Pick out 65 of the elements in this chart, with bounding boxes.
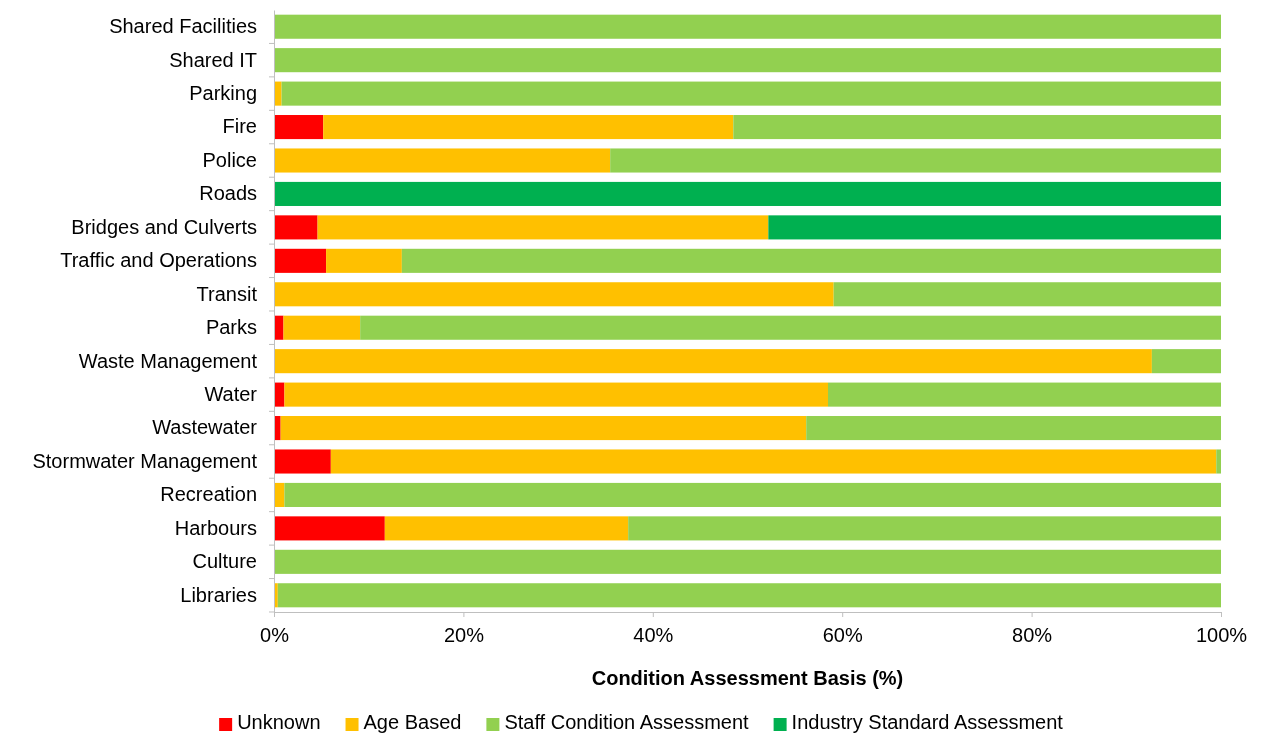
- x-tick-label: 20%: [443, 624, 485, 646]
- bar: [1216, 449, 1221, 474]
- bar: [284, 482, 1221, 507]
- y-tick-label: Wastewater: [152, 416, 258, 439]
- legend-label: Unknown: [237, 711, 321, 733]
- bar: [274, 148, 611, 173]
- x-axis-title: Condition Assessment Basis (%): [591, 667, 904, 689]
- y-tick-label: Police: [202, 148, 257, 171]
- bar: [828, 382, 1221, 407]
- bar: [274, 248, 327, 273]
- y-tick-label: Parking: [189, 82, 257, 105]
- bar: [317, 215, 769, 240]
- bar: [274, 516, 385, 541]
- bar: [360, 315, 1221, 340]
- bar: [280, 416, 807, 441]
- y-tick-label: Stormwater Management: [32, 449, 258, 472]
- bar: [323, 115, 734, 140]
- bar: [281, 81, 1221, 106]
- bar: [326, 248, 402, 273]
- bar: [401, 248, 1221, 273]
- bar: [283, 315, 361, 340]
- y-tick-label: Bridges and Culverts: [71, 215, 257, 238]
- bar: [274, 416, 281, 441]
- bar: [274, 282, 834, 307]
- x-tick-label: 100%: [1195, 624, 1248, 646]
- legend-label: Industry Standard Assessment: [791, 711, 1064, 733]
- x-tick-label: 60%: [822, 624, 863, 646]
- bar: [274, 449, 331, 474]
- x-tick-label: 0%: [260, 624, 290, 646]
- bar: [274, 349, 1152, 374]
- y-tick-label: Parks: [205, 316, 257, 339]
- bar: [274, 81, 282, 106]
- y-tick-label: Shared IT: [169, 48, 257, 71]
- bar: [274, 181, 1221, 206]
- legend-label: Staff Condition Assessment: [504, 711, 750, 733]
- y-tick-label: Libraries: [180, 583, 257, 606]
- y-tick-label: Culture: [192, 550, 257, 573]
- y-tick-label: Waste Management: [78, 349, 258, 372]
- bar: [284, 382, 828, 407]
- bar: [628, 516, 1221, 541]
- y-tick-label: Transit: [196, 282, 258, 305]
- x-tick-label: 40%: [633, 624, 674, 646]
- bar: [274, 549, 1221, 574]
- bar: [806, 416, 1221, 441]
- bar: [330, 449, 1217, 474]
- bar: [833, 282, 1221, 307]
- bar: [733, 115, 1221, 140]
- bar: [768, 215, 1221, 240]
- bar: [274, 115, 324, 140]
- bar: [274, 48, 1221, 73]
- y-tick-label: Harbours: [174, 516, 257, 539]
- legend-label: Age Based: [363, 711, 462, 733]
- bar: [274, 215, 318, 240]
- y-tick-label: Fire: [222, 115, 257, 138]
- y-tick-label: Shared Facilities: [109, 15, 257, 38]
- bar: [274, 14, 1221, 39]
- y-tick-label: Water: [204, 383, 258, 406]
- bar: [384, 516, 629, 541]
- x-tick-label: 80%: [1012, 624, 1053, 646]
- y-tick-label: Recreation: [160, 483, 257, 506]
- bar: [277, 583, 1221, 608]
- y-tick-label: Roads: [199, 182, 257, 205]
- y-tick-label: Traffic and Operations: [60, 249, 257, 272]
- bar: [1151, 349, 1221, 374]
- bar: [610, 148, 1221, 173]
